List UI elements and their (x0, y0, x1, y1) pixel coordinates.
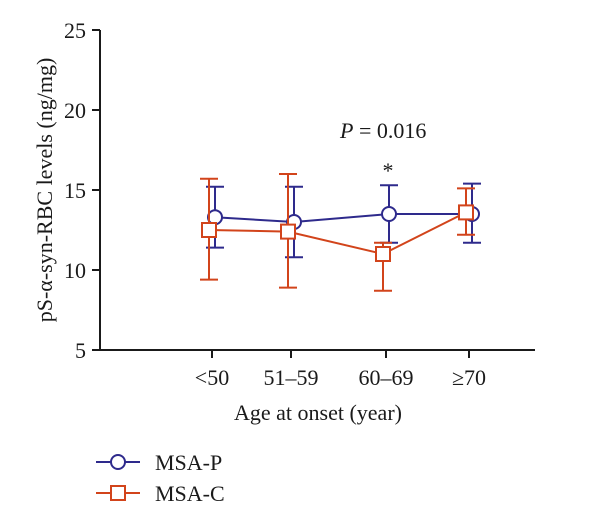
x-tick-label: ≥70 (452, 365, 486, 390)
p-value-symbol: P (339, 118, 353, 143)
x-tick-label: 51–59 (264, 365, 319, 390)
y-tick-label: 20 (64, 98, 86, 123)
significance-star: * (383, 158, 394, 183)
series-line (208, 211, 467, 256)
point-marker (280, 223, 296, 240)
x-axis-label: Age at onset (year) (234, 400, 402, 425)
y-axis: 5 10 15 20 25 pS-α-syn-RBC levels (ng/mg) (32, 18, 101, 363)
series-line (214, 213, 472, 224)
legend-label: MSA-P (155, 450, 222, 475)
y-axis-label: pS-α-syn-RBC levels (ng/mg) (32, 58, 57, 323)
legend-label: MSA-C (155, 481, 225, 506)
point-marker (458, 204, 474, 221)
x-axis: <50 51–59 60–69 ≥70 Age at onset (year) (100, 349, 535, 425)
x-tick-label: <50 (195, 365, 229, 390)
x-tick-label: 60–69 (359, 365, 414, 390)
y-ticks: 5 10 15 20 25 (64, 18, 100, 363)
y-tick-label: 5 (75, 338, 86, 363)
x-ticks: <50 51–59 60–69 ≥70 (195, 350, 486, 390)
legend-item-msa-p: MSA-P (96, 450, 222, 475)
point-marker (110, 454, 126, 470)
point-marker (375, 246, 391, 262)
legend-item-msa-c: MSA-C (96, 481, 225, 506)
y-tick-label: 25 (64, 18, 86, 43)
series-msa-c (200, 173, 475, 292)
point-marker (201, 222, 217, 238)
p-value-annotation: P = 0.016 (339, 118, 426, 143)
series-msa-p (206, 182, 481, 259)
y-tick-label: 15 (64, 178, 86, 203)
plot-area (200, 173, 481, 292)
point-marker (381, 206, 397, 222)
y-tick-label: 10 (64, 258, 86, 283)
legend: MSA-P MSA-C (96, 450, 225, 506)
point-marker (110, 485, 126, 501)
p-value-text: = 0.016 (353, 118, 426, 143)
